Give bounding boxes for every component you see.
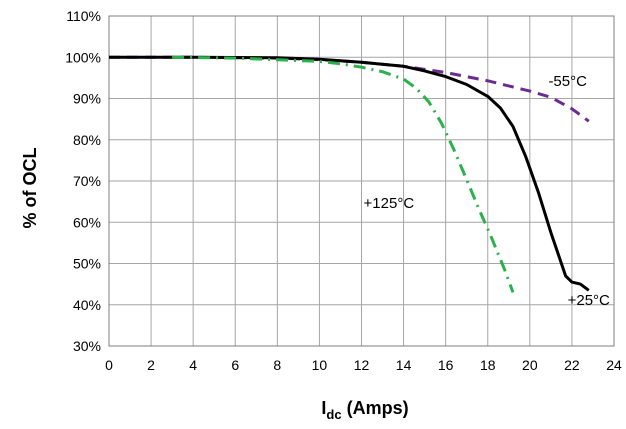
x-tick-label: 18 [480,357,496,373]
x-tick-label: 4 [189,357,197,373]
x-tick-label: 20 [522,357,538,373]
y-tick-label: 70% [73,173,101,189]
x-tick-label: 22 [564,357,580,373]
x-axis-label-main: I [321,398,326,418]
series-line-1 [109,55,590,123]
plot-area-border [108,15,615,347]
y-tick-label: 90% [73,91,101,107]
y-tick-label: 110% [66,8,101,24]
x-tick-labels: 0 2 4 6 8 10 12 14 16 18 20 22 24 [105,357,622,373]
x-tick-label: 16 [438,357,454,373]
series-group [109,55,590,293]
y-tick-labels: 30% 40% 50% 60% 70% 80% 90% 100% 110% [65,8,101,354]
x-tick-label: 12 [354,357,370,373]
x-axis-label-units: (Amps) [342,398,409,418]
series-annotation: -55°C [548,73,587,90]
series-line-3 [172,55,515,293]
grid [108,15,615,347]
y-tick-label: 80% [73,132,101,148]
x-tick-label: 24 [606,357,622,373]
y-tick-label: 60% [73,214,101,230]
x-tick-label: 14 [396,357,412,373]
y-tick-label: 50% [73,256,101,272]
x-axis-label-subscript: dc [326,407,341,422]
y-tick-label: 30% [73,338,101,354]
x-tick-label: 0 [105,357,113,373]
x-axis-label: Idc (Amps) [321,398,408,422]
x-tick-label: 2 [147,357,155,373]
y-tick-label: 100% [65,49,101,65]
x-tick-label: 6 [231,357,239,373]
series-line-2 [109,55,590,292]
y-tick-label: 40% [73,297,101,313]
x-tick-label: 10 [312,357,328,373]
series-annotation: +125°C [364,195,415,212]
series-annotation: +25°C [568,292,610,309]
y-axis-label: % of OCL [20,148,40,229]
x-tick-label: 8 [273,357,281,373]
series-annotations: -55°C +125°C +25°C [364,73,611,309]
